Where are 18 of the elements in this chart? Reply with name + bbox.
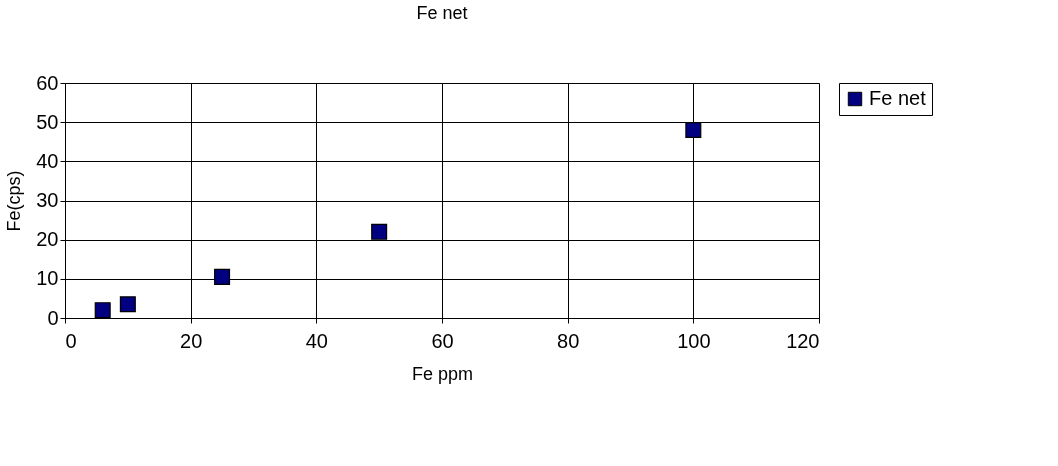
- y-tick-label: 0: [47, 306, 59, 329]
- y-tick-label: 50: [36, 110, 59, 133]
- chart-title: Fe net: [416, 3, 468, 23]
- legend-label: Fe net: [869, 87, 927, 109]
- x-tick-label: 60: [431, 329, 454, 352]
- x-tick-label: 0: [65, 329, 77, 352]
- x-tick-label: 100: [677, 329, 711, 352]
- y-tick-label: 30: [36, 189, 59, 211]
- y-tick-label: 60: [36, 71, 59, 94]
- x-tick-label: 20: [180, 329, 203, 352]
- y-tick-label: 40: [36, 149, 59, 172]
- y-axis-title: Fe(cps): [4, 170, 25, 232]
- x-tick-label: 40: [305, 329, 328, 352]
- x-tick-label: 80: [557, 329, 580, 352]
- y-tick-label: 20: [36, 228, 59, 251]
- x-axis-title: Fe ppm: [411, 363, 474, 384]
- x-tick-label: 120: [786, 329, 820, 352]
- y-tick-label: 10: [36, 267, 59, 290]
